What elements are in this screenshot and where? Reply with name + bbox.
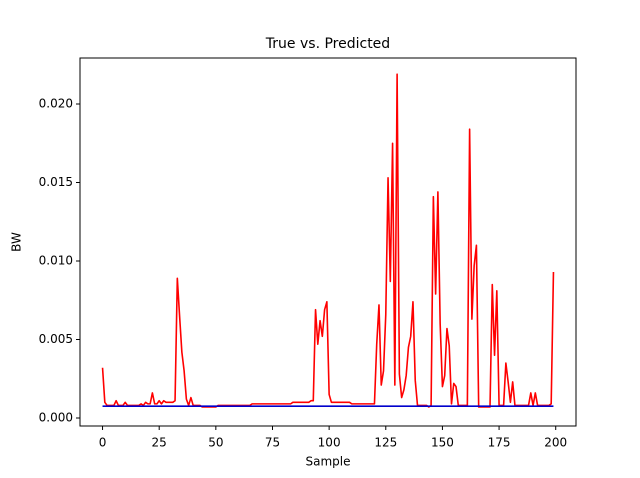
x-tick-label: 25 bbox=[152, 436, 167, 450]
data-line bbox=[101, 73, 555, 408]
y-tick-label: 0.015 bbox=[39, 175, 73, 189]
chart-title: True vs. Predicted bbox=[265, 36, 390, 52]
x-tick-label: 100 bbox=[318, 436, 341, 450]
y-tick-label: 0.005 bbox=[39, 332, 73, 346]
x-tick-label: 0 bbox=[99, 436, 107, 450]
y-axis-label: BW bbox=[10, 232, 24, 252]
x-axis-label: Sample bbox=[306, 455, 351, 469]
x-tick-label: 125 bbox=[374, 436, 397, 450]
x-tick-label: 175 bbox=[488, 436, 511, 450]
x-tick-label: 50 bbox=[208, 436, 223, 450]
y-tick-label: 0.000 bbox=[39, 410, 73, 424]
x-tick-label: 75 bbox=[265, 436, 280, 450]
y-tick-label: 0.010 bbox=[39, 253, 73, 267]
x-tick-label: 200 bbox=[544, 436, 567, 450]
plot-frame bbox=[79, 57, 577, 427]
y-tick-label: 0.020 bbox=[39, 97, 73, 111]
x-tick-label: 150 bbox=[431, 436, 454, 450]
